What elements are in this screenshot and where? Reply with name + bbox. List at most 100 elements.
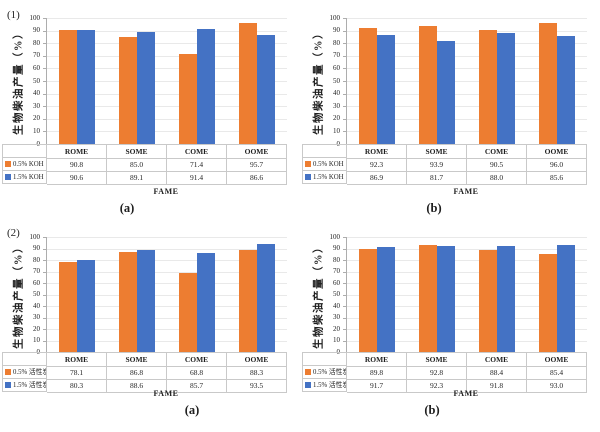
data-table: ROME SOME COME OOME 0.5% KOH 92.3 93.9 90.5 96.0… (302, 144, 587, 185)
bar (359, 248, 377, 352)
bar (59, 262, 77, 352)
table-value-cell: 93.5 (227, 379, 287, 393)
table-header-cell: ROME (47, 353, 107, 367)
gridline (47, 55, 287, 57)
table-header-cell: OOME (227, 145, 287, 159)
y-tick-mark (343, 55, 347, 57)
subfigure-caption: (b) (424, 403, 440, 417)
table-header-cell: OOME (527, 145, 587, 159)
y-tick-label: 10 (333, 336, 340, 344)
data-table: ROME SOME COME OOME 0.5% KOH 90.8 85.0 71.4 95.7… (2, 144, 287, 185)
legend-key: 1.5% KOH (3, 171, 47, 184)
table-value-cell: 91.7 (347, 379, 407, 393)
gridline (47, 248, 287, 250)
y-tick-mark (43, 131, 47, 133)
gridline (347, 68, 587, 70)
y-tick-label: 60 (33, 278, 40, 287)
table-value-cell: 89.1 (107, 171, 167, 185)
y-tick-label: 60 (33, 63, 40, 72)
y-tick-label: 100 (29, 13, 41, 22)
gridline (347, 106, 587, 108)
y-tick-label: 80 (333, 38, 340, 47)
gridline (47, 93, 287, 95)
legend-swatch (305, 174, 311, 180)
bar (179, 54, 197, 144)
bar (557, 36, 575, 144)
table-header-cell: COME (467, 353, 527, 367)
y-tick-label: 50 (33, 290, 40, 298)
table-value-cell: 91.4 (167, 171, 227, 185)
table-header-cell: SOME (107, 353, 167, 367)
gridline (47, 18, 287, 19)
y-tick-label: 40 (333, 89, 340, 98)
y-axis-ticks: 0 10 20 30 40 50 60 70 80 90 100 (18, 233, 42, 356)
data-table: ROME SOME COME OOME 0.5% 活性炭 89.8 92.8 88.4 85.4… (302, 352, 587, 393)
table-value-cell: 91.8 (467, 379, 527, 393)
legend-label: 1.5% KOH (13, 173, 44, 181)
gridline (347, 260, 587, 261)
table-value-cell: 88.3 (227, 366, 287, 380)
gridline (347, 43, 587, 45)
bar (539, 253, 557, 352)
y-tick-label: 90 (33, 26, 40, 35)
legend-swatch (305, 382, 311, 388)
y-tick-label: 10 (333, 126, 340, 135)
y-tick-mark (43, 93, 47, 95)
chart-panel-2a: (2) 生物柴油产量（%） 0 10 20 30 40 50 60 70 80 90 100 ROM… (0, 216, 300, 432)
chart-panel-2b: 生物柴油产量（%） 0 10 20 30 40 50 60 70 80 90 100 ROME SOM… (300, 216, 600, 432)
table-header-cell: ROME (347, 145, 407, 159)
bar (557, 245, 575, 352)
y-tick-label: 10 (33, 126, 40, 135)
table-header-cell: OOME (227, 353, 287, 367)
y-tick-label: 80 (333, 255, 340, 264)
gridline (47, 237, 287, 238)
subfigure-caption: (a) (119, 201, 135, 215)
table-value-cell: 88.4 (467, 366, 527, 380)
gridline (347, 55, 587, 57)
y-tick-mark (43, 340, 47, 342)
legend-label: 0.5% KOH (13, 160, 44, 168)
gridline (347, 30, 587, 32)
gridline (47, 294, 287, 296)
y-tick-label: 20 (33, 324, 40, 333)
table-value-cell: 80.3 (47, 379, 107, 393)
bar (197, 253, 215, 352)
table-header-cell: SOME (407, 145, 467, 159)
y-tick-label: 0 (36, 347, 41, 356)
legend-label: 1.5% 活性炭 (313, 381, 347, 389)
bar (497, 33, 515, 144)
y-tick-mark (343, 18, 347, 19)
legend-swatch (5, 382, 11, 388)
x-axis-title: FAME (453, 389, 479, 398)
legend-key: 1.5% 活性炭 (3, 379, 47, 392)
y-tick-label: 0 (36, 139, 41, 148)
plot-area (343, 237, 587, 353)
bar (77, 259, 95, 352)
gridline (347, 118, 587, 120)
y-tick-mark (43, 248, 47, 250)
bar (419, 25, 437, 144)
gridline (47, 68, 287, 70)
y-tick-label: 100 (29, 232, 41, 241)
bar (257, 244, 275, 352)
table-value-cell: 88.6 (107, 379, 167, 393)
y-axis-ticks: 0 10 20 30 40 50 60 70 80 90 100 (318, 233, 342, 356)
y-tick-mark (343, 68, 347, 70)
y-tick-label: 70 (33, 267, 40, 275)
y-tick-label: 70 (33, 51, 40, 60)
legend-label: 0.5% KOH (313, 160, 344, 168)
table-value-cell: 96.0 (527, 158, 587, 172)
table-header-cell: ROME (347, 353, 407, 367)
y-tick-mark (343, 317, 347, 319)
gridline (347, 306, 587, 307)
legend-swatch (305, 161, 311, 167)
bar (137, 31, 155, 144)
y-tick-label: 20 (333, 324, 340, 333)
subfigure-caption: (b) (426, 201, 442, 215)
y-tick-label: 70 (333, 51, 340, 60)
y-tick-label: 50 (33, 76, 40, 85)
gridline (347, 18, 587, 19)
table-value-cell: 85.0 (107, 158, 167, 172)
table-value-cell: 85.6 (527, 171, 587, 185)
